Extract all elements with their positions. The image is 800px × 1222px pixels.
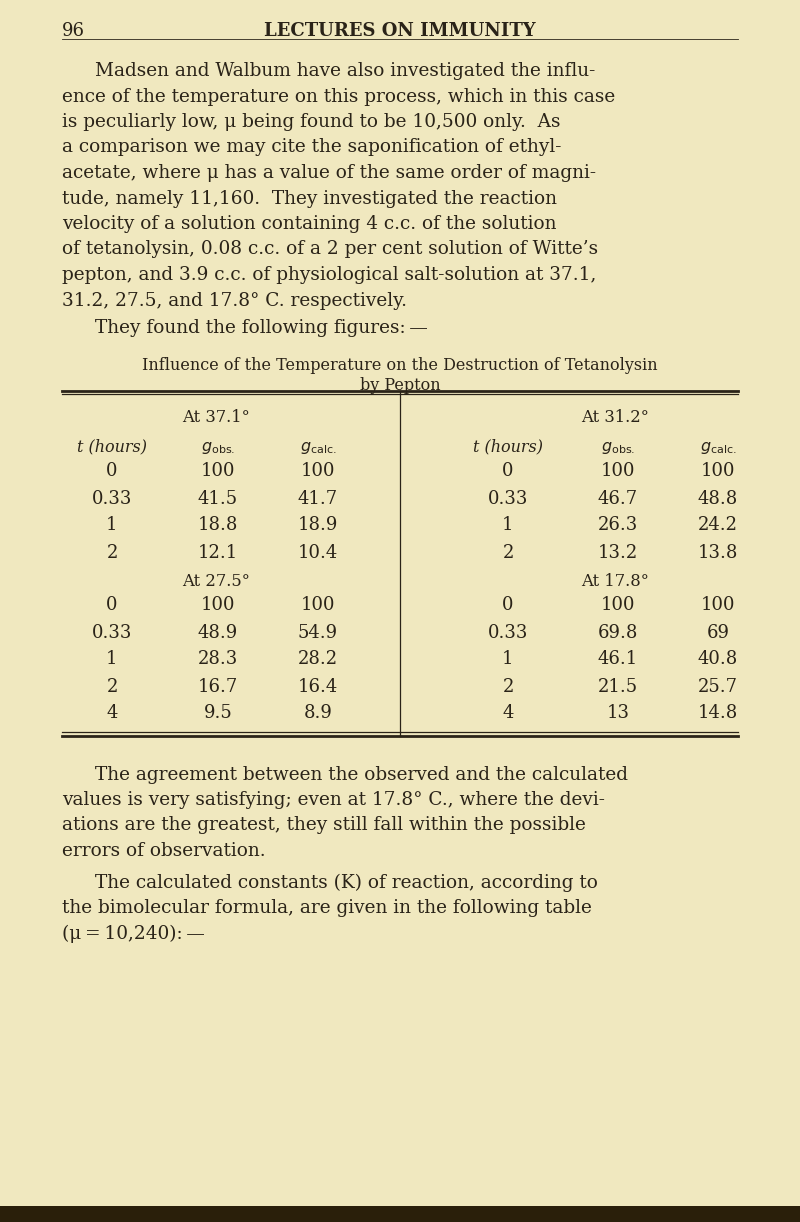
Text: 2: 2: [106, 677, 118, 695]
Text: 9.5: 9.5: [204, 705, 232, 722]
Text: 13.2: 13.2: [598, 544, 638, 561]
Text: 100: 100: [301, 462, 335, 480]
Text: 100: 100: [201, 462, 235, 480]
Text: At 27.5°: At 27.5°: [182, 572, 250, 589]
Text: 100: 100: [301, 596, 335, 615]
Text: The calculated constants (K) of reaction, according to: The calculated constants (K) of reaction…: [95, 874, 598, 892]
Text: $g_{\rm obs.}$: $g_{\rm obs.}$: [601, 439, 635, 456]
Text: 31.2, 27.5, and 17.8° C. respectively.: 31.2, 27.5, and 17.8° C. respectively.: [62, 292, 407, 309]
Text: 26.3: 26.3: [598, 517, 638, 534]
Text: by Pepton: by Pepton: [360, 376, 440, 393]
Text: 4: 4: [502, 705, 514, 722]
Text: $g_{\rm calc.}$: $g_{\rm calc.}$: [699, 439, 737, 456]
Text: 13.8: 13.8: [698, 544, 738, 561]
Text: 69: 69: [706, 623, 730, 642]
Text: tude, namely 11,160.  They investigated the reaction: tude, namely 11,160. They investigated t…: [62, 189, 557, 208]
Text: 100: 100: [201, 596, 235, 615]
Text: ations are the greatest, they still fall within the possible: ations are the greatest, they still fall…: [62, 816, 586, 835]
Text: 48.8: 48.8: [698, 490, 738, 507]
Text: 4: 4: [106, 705, 118, 722]
Text: 100: 100: [701, 596, 735, 615]
Bar: [0, 1206, 800, 1222]
Text: 1: 1: [106, 650, 118, 668]
Text: 10.4: 10.4: [298, 544, 338, 561]
Text: 2: 2: [502, 677, 514, 695]
Text: 1: 1: [502, 650, 514, 668]
Text: 100: 100: [601, 596, 635, 615]
Text: 0: 0: [502, 462, 514, 480]
Text: is peculiarly low, μ being found to be 10,500 only.  As: is peculiarly low, μ being found to be 1…: [62, 112, 561, 131]
Text: The agreement between the observed and the calculated: The agreement between the observed and t…: [95, 765, 628, 783]
Text: 14.8: 14.8: [698, 705, 738, 722]
Text: Madsen and Walbum have also investigated the influ-: Madsen and Walbum have also investigated…: [95, 62, 595, 79]
Text: 40.8: 40.8: [698, 650, 738, 668]
Text: 69.8: 69.8: [598, 623, 638, 642]
Text: 100: 100: [701, 462, 735, 480]
Text: 100: 100: [601, 462, 635, 480]
Text: Influence of the Temperature on the Destruction of Tetanolysin: Influence of the Temperature on the Dest…: [142, 357, 658, 374]
Text: 1: 1: [106, 517, 118, 534]
Text: 18.9: 18.9: [298, 517, 338, 534]
Text: At 37.1°: At 37.1°: [182, 408, 250, 425]
Text: 12.1: 12.1: [198, 544, 238, 561]
Text: a comparison we may cite the saponification of ethyl-: a comparison we may cite the saponificat…: [62, 138, 562, 156]
Text: 54.9: 54.9: [298, 623, 338, 642]
Text: 24.2: 24.2: [698, 517, 738, 534]
Text: 1: 1: [502, 517, 514, 534]
Text: t (hours): t (hours): [473, 439, 543, 456]
Text: 0.33: 0.33: [488, 623, 528, 642]
Text: $g_{\rm calc.}$: $g_{\rm calc.}$: [299, 439, 337, 456]
Text: 0: 0: [106, 462, 118, 480]
Text: $g_{\rm obs.}$: $g_{\rm obs.}$: [201, 439, 235, 456]
Text: acetate, where μ has a value of the same order of magni-: acetate, where μ has a value of the same…: [62, 164, 596, 182]
Text: of tetanolysin, 0.08 c.c. of a 2 per cent solution of Witte’s: of tetanolysin, 0.08 c.c. of a 2 per cen…: [62, 241, 598, 259]
Text: 0: 0: [106, 596, 118, 615]
Text: At 17.8°: At 17.8°: [581, 572, 649, 589]
Text: 41.5: 41.5: [198, 490, 238, 507]
Text: 16.7: 16.7: [198, 677, 238, 695]
Text: 25.7: 25.7: [698, 677, 738, 695]
Text: pepton, and 3.9 c.c. of physiological salt-solution at 37.1,: pepton, and 3.9 c.c. of physiological sa…: [62, 266, 596, 284]
Text: t (hours): t (hours): [77, 439, 147, 456]
Text: velocity of a solution containing 4 c.c. of the solution: velocity of a solution containing 4 c.c.…: [62, 215, 557, 233]
Text: 46.7: 46.7: [598, 490, 638, 507]
Text: 96: 96: [62, 22, 85, 40]
Text: LECTURES ON IMMUNITY: LECTURES ON IMMUNITY: [264, 22, 536, 40]
Text: 13: 13: [606, 705, 630, 722]
Text: 0: 0: [502, 596, 514, 615]
Text: 21.5: 21.5: [598, 677, 638, 695]
Text: 2: 2: [106, 544, 118, 561]
Text: 0.33: 0.33: [92, 490, 132, 507]
Text: ence of the temperature on this process, which in this case: ence of the temperature on this process,…: [62, 88, 615, 105]
Text: values is very satisfying; even at 17.8° C., where the devi-: values is very satisfying; even at 17.8°…: [62, 791, 605, 809]
Text: 28.2: 28.2: [298, 650, 338, 668]
Text: errors of observation.: errors of observation.: [62, 842, 266, 860]
Text: At 31.2°: At 31.2°: [581, 408, 649, 425]
Text: 48.9: 48.9: [198, 623, 238, 642]
Text: 8.9: 8.9: [303, 705, 333, 722]
Text: 28.3: 28.3: [198, 650, 238, 668]
Text: the bimolecular formula, are given in the following table: the bimolecular formula, are given in th…: [62, 899, 592, 916]
Text: 46.1: 46.1: [598, 650, 638, 668]
Text: 41.7: 41.7: [298, 490, 338, 507]
Text: 0.33: 0.33: [488, 490, 528, 507]
Text: They found the following figures: —: They found the following figures: —: [95, 319, 428, 337]
Text: (μ = 10,240): —: (μ = 10,240): —: [62, 925, 205, 942]
Text: 0.33: 0.33: [92, 623, 132, 642]
Text: 2: 2: [502, 544, 514, 561]
Text: 18.8: 18.8: [198, 517, 238, 534]
Text: 16.4: 16.4: [298, 677, 338, 695]
